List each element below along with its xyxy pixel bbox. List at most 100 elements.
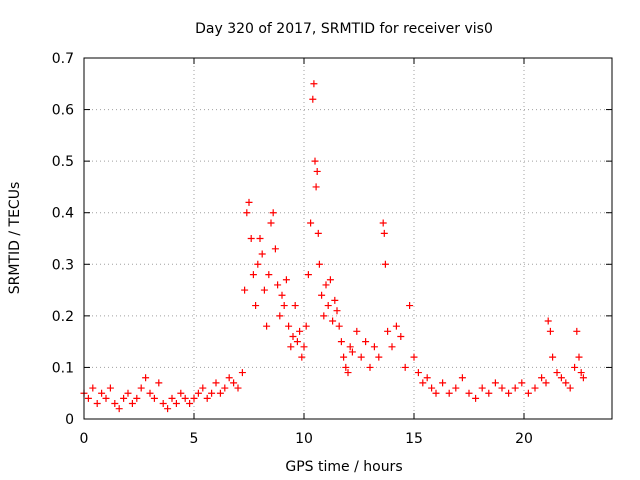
data-point — [271, 245, 279, 253]
data-point — [401, 363, 409, 371]
data-point — [335, 322, 343, 330]
data-point — [278, 291, 286, 299]
data-point — [159, 400, 167, 408]
data-point — [89, 384, 97, 392]
data-point — [245, 198, 253, 206]
data-point — [546, 327, 554, 335]
data-point — [146, 389, 154, 397]
data-point — [124, 389, 132, 397]
data-point — [221, 384, 229, 392]
data-point — [115, 405, 123, 413]
data-point — [312, 183, 320, 191]
grid — [83, 57, 612, 420]
data-point — [267, 219, 275, 227]
data-point — [280, 302, 288, 310]
data-point — [579, 374, 587, 382]
data-point — [302, 322, 310, 330]
data-point — [247, 235, 255, 242]
data-point — [566, 384, 574, 392]
data-point — [485, 389, 493, 397]
data-point — [133, 394, 141, 402]
data-point — [322, 281, 330, 289]
data-point — [230, 379, 238, 387]
data-point — [346, 343, 354, 351]
data-point — [518, 379, 526, 387]
data-point — [225, 374, 233, 382]
data-point — [333, 307, 341, 315]
data-point — [93, 400, 101, 408]
data-point — [370, 343, 378, 351]
data-point — [315, 260, 323, 268]
data-point — [258, 250, 266, 258]
data-point — [84, 394, 92, 402]
data-point — [542, 379, 550, 387]
data-point — [142, 374, 150, 382]
data-point — [172, 400, 180, 408]
data-point — [381, 260, 389, 268]
data-point — [375, 353, 383, 361]
data-point — [337, 338, 345, 346]
data-point — [293, 338, 301, 346]
data-point — [524, 389, 532, 397]
data-point — [544, 317, 552, 325]
data-point — [384, 327, 392, 335]
data-point — [428, 384, 436, 392]
x-axis-label: GPS time / hours — [285, 459, 402, 475]
data-point — [186, 400, 194, 408]
x-tick-label: 5 — [190, 431, 199, 447]
data-point — [423, 374, 431, 382]
data-point — [331, 296, 339, 304]
data-point — [150, 394, 158, 402]
data-point — [326, 276, 334, 284]
data-point — [254, 260, 262, 268]
data-point — [111, 400, 119, 408]
y-tick-label: 0.3 — [52, 257, 74, 273]
x-tick-label: 10 — [295, 431, 313, 447]
data-point — [120, 394, 128, 402]
data-point — [137, 384, 145, 392]
data-point — [344, 369, 352, 377]
data-point — [241, 286, 249, 294]
y-tick-label: 0.1 — [52, 360, 74, 376]
data-point — [256, 235, 264, 242]
data-point — [274, 281, 282, 289]
data-point — [289, 332, 297, 340]
data-point — [575, 353, 583, 361]
y-axis-label: SRMTID / TECUs — [7, 182, 23, 295]
data-point — [263, 322, 271, 330]
data-point — [203, 394, 211, 402]
data-point — [342, 363, 350, 371]
data-point — [397, 332, 405, 340]
data-point — [562, 379, 570, 387]
data-point — [379, 219, 387, 227]
data-point — [553, 369, 561, 377]
data-point — [296, 327, 304, 335]
data-point — [282, 276, 290, 284]
data-point — [458, 374, 466, 382]
data-point — [366, 363, 374, 371]
x-tick-label: 0 — [80, 431, 89, 447]
x-tick-label: 20 — [515, 431, 533, 447]
data-point — [128, 400, 136, 408]
data-point — [313, 167, 321, 175]
data-point — [168, 394, 176, 402]
y-tick-label: 0.7 — [52, 51, 74, 67]
data-point — [362, 338, 370, 346]
data-point — [573, 327, 581, 335]
data-point — [406, 302, 414, 310]
data-point — [491, 379, 499, 387]
data-point — [216, 389, 224, 397]
data-point — [353, 327, 361, 335]
y-tick-label: 0 — [65, 412, 74, 428]
data-point — [505, 389, 513, 397]
data-point — [452, 384, 460, 392]
data-point — [439, 379, 447, 387]
data-point — [340, 353, 348, 361]
data-point — [311, 157, 319, 165]
data-point — [465, 389, 473, 397]
data-point — [164, 405, 172, 413]
data-point — [419, 379, 427, 387]
plot-frame — [83, 57, 613, 420]
data-point — [531, 384, 539, 392]
data-point — [243, 209, 251, 217]
